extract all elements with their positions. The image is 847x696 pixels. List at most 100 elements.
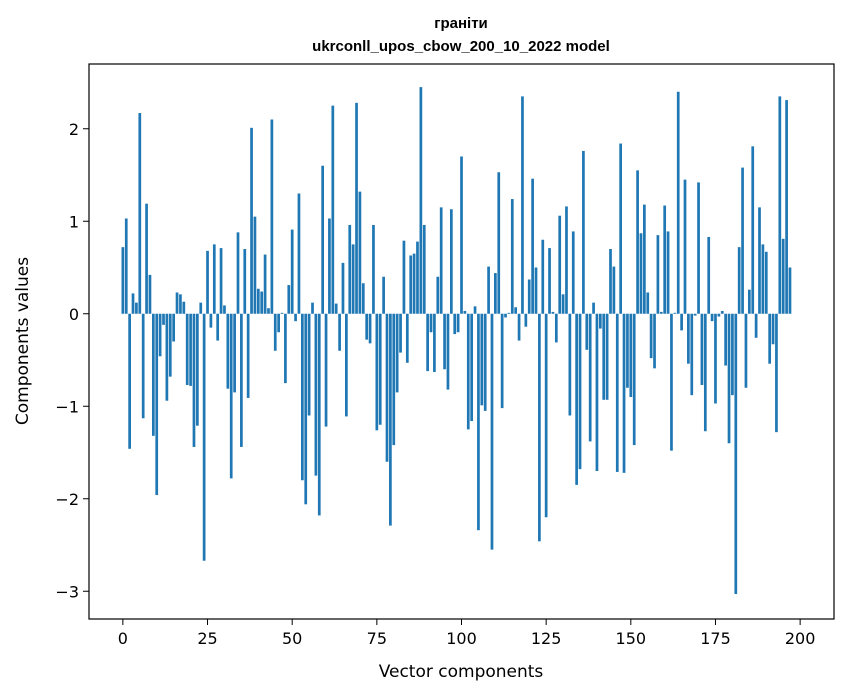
bar xyxy=(416,241,419,314)
y-tick-label: 1 xyxy=(69,212,79,231)
bar xyxy=(463,310,467,314)
bar xyxy=(754,313,758,338)
bar xyxy=(324,313,328,427)
bar xyxy=(731,313,734,396)
bar xyxy=(294,313,297,322)
y-tick-label: 0 xyxy=(69,305,79,324)
bar xyxy=(737,247,741,314)
bar xyxy=(680,313,683,331)
bar xyxy=(670,313,673,451)
bar xyxy=(446,313,450,390)
bar xyxy=(256,288,260,314)
bar xyxy=(653,313,656,369)
bar xyxy=(527,279,531,314)
bar xyxy=(487,266,490,314)
bar xyxy=(300,313,304,481)
bar xyxy=(707,236,711,314)
bar xyxy=(521,96,524,314)
bar xyxy=(151,313,155,436)
bar xyxy=(341,262,345,314)
bar xyxy=(615,313,619,472)
x-tick-label: 25 xyxy=(197,629,217,648)
x-tick-label: 200 xyxy=(785,629,816,648)
bar xyxy=(575,313,578,485)
bar xyxy=(551,311,555,314)
bar xyxy=(466,313,470,430)
bar xyxy=(168,313,172,377)
y-tick-label: 2 xyxy=(69,120,79,139)
bar xyxy=(720,310,724,314)
y-tick-label: −3 xyxy=(55,582,79,601)
bar xyxy=(124,218,128,314)
bar xyxy=(538,313,541,542)
bar xyxy=(355,102,358,314)
bar xyxy=(639,233,643,314)
bar xyxy=(229,313,233,479)
bar xyxy=(182,301,186,314)
bar xyxy=(331,105,335,314)
bar xyxy=(304,313,308,505)
bar xyxy=(700,313,704,385)
bar xyxy=(585,313,589,350)
x-tick-label: 100 xyxy=(446,629,477,648)
bar xyxy=(534,267,538,314)
bar xyxy=(714,313,717,404)
bar xyxy=(223,305,226,314)
bar xyxy=(676,91,680,314)
bar xyxy=(172,313,176,342)
bar xyxy=(334,303,338,314)
bar xyxy=(179,294,182,314)
bar xyxy=(270,119,274,314)
bar xyxy=(724,313,727,366)
bar xyxy=(253,216,257,314)
bar xyxy=(405,313,409,363)
x-tick-label: 175 xyxy=(700,629,731,648)
bar xyxy=(561,294,565,314)
bar xyxy=(439,207,443,314)
bar xyxy=(185,313,189,385)
x-axis-ticks: 0 25 50 75 100 125 150 175 200 xyxy=(118,619,816,648)
bar xyxy=(588,313,592,442)
bar xyxy=(744,313,748,388)
bar xyxy=(453,313,457,335)
bar xyxy=(683,179,687,314)
bar xyxy=(626,313,629,388)
bar xyxy=(385,313,389,462)
bar xyxy=(636,170,639,314)
bar xyxy=(741,167,744,314)
bar xyxy=(389,313,392,526)
bar xyxy=(788,267,792,314)
bar xyxy=(602,313,606,400)
bar xyxy=(649,313,653,359)
bar xyxy=(372,224,375,314)
bar xyxy=(764,251,768,314)
bar xyxy=(158,313,162,357)
bar xyxy=(751,146,755,314)
bar xyxy=(747,289,751,314)
bar xyxy=(192,313,196,447)
bar xyxy=(656,235,660,314)
bar xyxy=(646,292,650,314)
bar xyxy=(629,313,633,397)
x-tick-label: 75 xyxy=(367,629,387,648)
bar xyxy=(121,247,125,314)
bar xyxy=(395,313,399,393)
bar xyxy=(490,313,494,550)
bar xyxy=(673,312,677,314)
bar xyxy=(710,313,714,322)
bar xyxy=(219,248,223,314)
bar xyxy=(422,224,426,314)
bar xyxy=(392,313,396,446)
bar xyxy=(568,313,572,416)
bar xyxy=(494,273,497,314)
bar xyxy=(785,100,788,314)
bar xyxy=(233,313,236,393)
bar xyxy=(761,244,765,314)
bar xyxy=(419,87,423,314)
bar xyxy=(131,293,135,314)
bar xyxy=(128,313,131,449)
bar xyxy=(436,276,440,314)
bar xyxy=(449,209,453,314)
